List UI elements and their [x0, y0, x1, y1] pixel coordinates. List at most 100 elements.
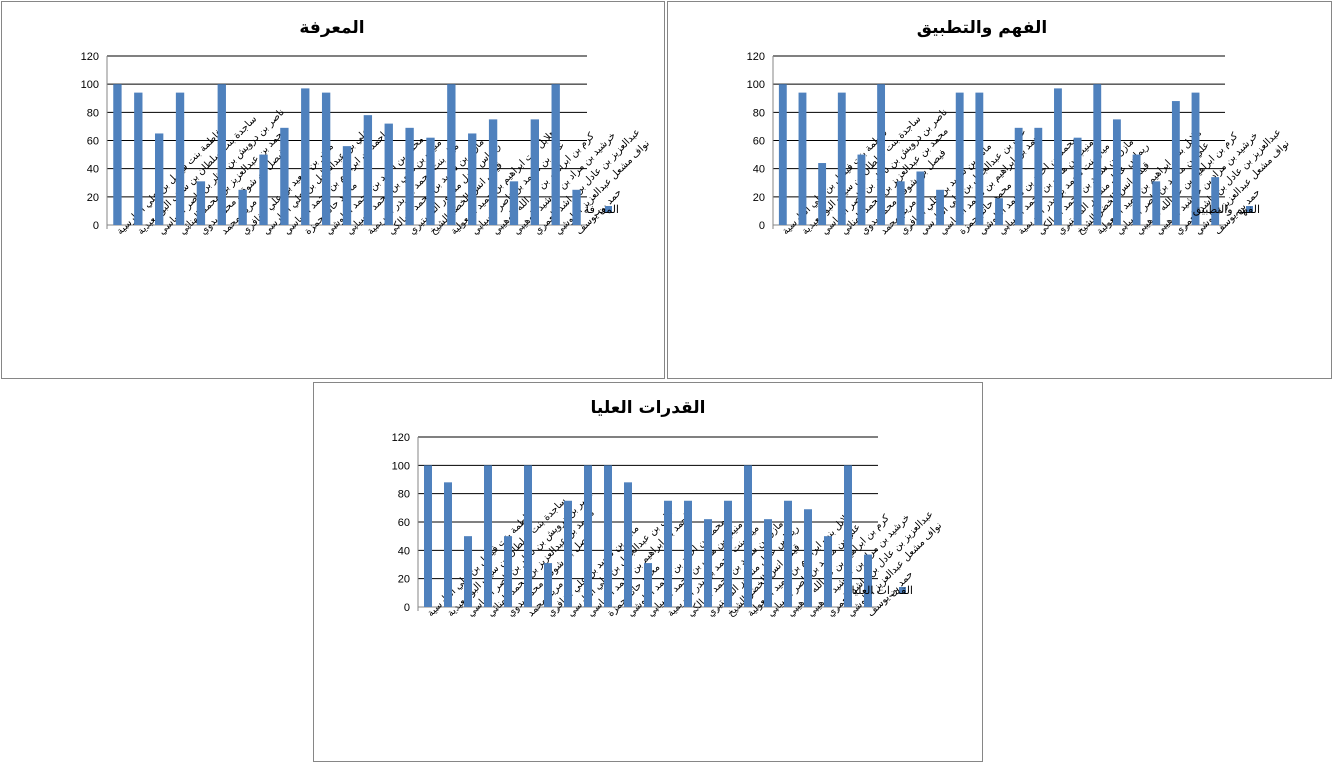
bar: [363, 115, 373, 225]
bar: [217, 84, 226, 226]
legend-label: المعرفة: [584, 204, 619, 216]
y-tick-label: 80: [753, 107, 765, 119]
bar: [564, 500, 572, 607]
bar: [301, 88, 310, 226]
bar: [857, 154, 866, 225]
bar: [1211, 177, 1220, 225]
bar: [1191, 92, 1200, 225]
bar: [342, 146, 352, 225]
y-tick-label: 100: [392, 460, 410, 472]
bar: [259, 154, 268, 225]
y-tick-label: 80: [398, 489, 410, 501]
bar: [551, 84, 560, 226]
y-tick-label: 40: [87, 164, 99, 176]
bar: [175, 92, 185, 225]
y-tick-label: 20: [753, 192, 765, 204]
legend-label: الفهم والتطبيق: [1193, 204, 1260, 216]
bar: [604, 465, 612, 607]
y-tick-label: 120: [392, 432, 410, 444]
bar: [995, 198, 1003, 225]
legend-swatch: [1246, 206, 1253, 213]
bar: [624, 482, 632, 607]
bar: [778, 84, 787, 226]
bar: [837, 92, 846, 225]
bar: [764, 519, 772, 607]
bar: [684, 500, 692, 607]
y-tick-label: 40: [398, 545, 410, 557]
bar: [1132, 154, 1141, 225]
bar: [530, 119, 539, 225]
chart-panel-knowledge: المعرفة 0 20 40 60 80 100 120 فاطمة بنت فيصل بن …: [1, 1, 665, 379]
bar: [196, 181, 206, 225]
legend-swatch: [605, 206, 612, 213]
bar: [238, 189, 247, 225]
legend-swatch: [899, 587, 906, 594]
y-tick-label: 120: [81, 51, 99, 63]
bar: [1054, 88, 1062, 226]
y-tick-label: 100: [747, 79, 765, 91]
bar: [798, 92, 807, 225]
bar: [1073, 137, 1082, 225]
bar: [704, 519, 712, 607]
bar: [955, 92, 964, 225]
y-tick-label: 80: [87, 107, 99, 119]
bar: [426, 137, 435, 225]
y-tick-label: 120: [747, 51, 765, 63]
bar: [113, 84, 122, 226]
bar: [916, 171, 925, 225]
bar: [877, 84, 886, 226]
bar: [464, 536, 472, 607]
bar: [1171, 101, 1180, 225]
bar: [1014, 127, 1023, 225]
bar: [664, 500, 672, 607]
bar: [488, 119, 498, 225]
bar: [644, 563, 652, 607]
y-tick-label: 60: [87, 136, 99, 148]
bar: [975, 92, 984, 225]
bar: [384, 123, 393, 225]
bar: [524, 465, 532, 607]
bar: [468, 133, 477, 225]
y-tick-label: 0: [759, 220, 765, 232]
bar: [1093, 84, 1102, 226]
bar: [744, 465, 752, 607]
bar: [504, 536, 512, 607]
bar: [447, 84, 456, 226]
y-tick-label: 20: [87, 192, 99, 204]
bar: [824, 536, 832, 607]
bar: [896, 181, 905, 225]
y-tick-label: 60: [753, 136, 765, 148]
bar: [134, 92, 143, 225]
bar: [444, 482, 452, 607]
bar: [572, 189, 581, 225]
bar: [804, 509, 812, 607]
chart-title: القدرات العليا: [591, 398, 706, 418]
bar: [509, 181, 519, 225]
bar: [1034, 127, 1043, 225]
bar: [321, 92, 331, 225]
bar: [844, 465, 852, 607]
y-tick-label: 40: [753, 164, 765, 176]
bar: [424, 465, 432, 607]
bar: [584, 465, 592, 607]
bar: [405, 127, 414, 225]
chart-title: الفهم والتطبيق: [917, 18, 1047, 38]
y-tick-label: 100: [81, 79, 99, 91]
y-tick-label: 0: [404, 602, 410, 614]
bar: [724, 500, 732, 607]
bar: [155, 133, 164, 225]
bar: [864, 554, 872, 607]
bar: [280, 127, 289, 225]
chart-title: المعرفة: [299, 18, 364, 38]
y-tick-label: 60: [398, 517, 410, 529]
y-tick-label: 0: [93, 220, 99, 232]
bar: [818, 163, 827, 225]
bar: [544, 563, 552, 607]
bar: [484, 465, 492, 607]
chart-panel-higher-abilities: القدرات العليا 0 20 40 60 80 100 120 فاطمة بنت ف…: [313, 382, 983, 762]
bar: [784, 500, 792, 607]
legend-label: القدرات العليا: [851, 585, 913, 597]
